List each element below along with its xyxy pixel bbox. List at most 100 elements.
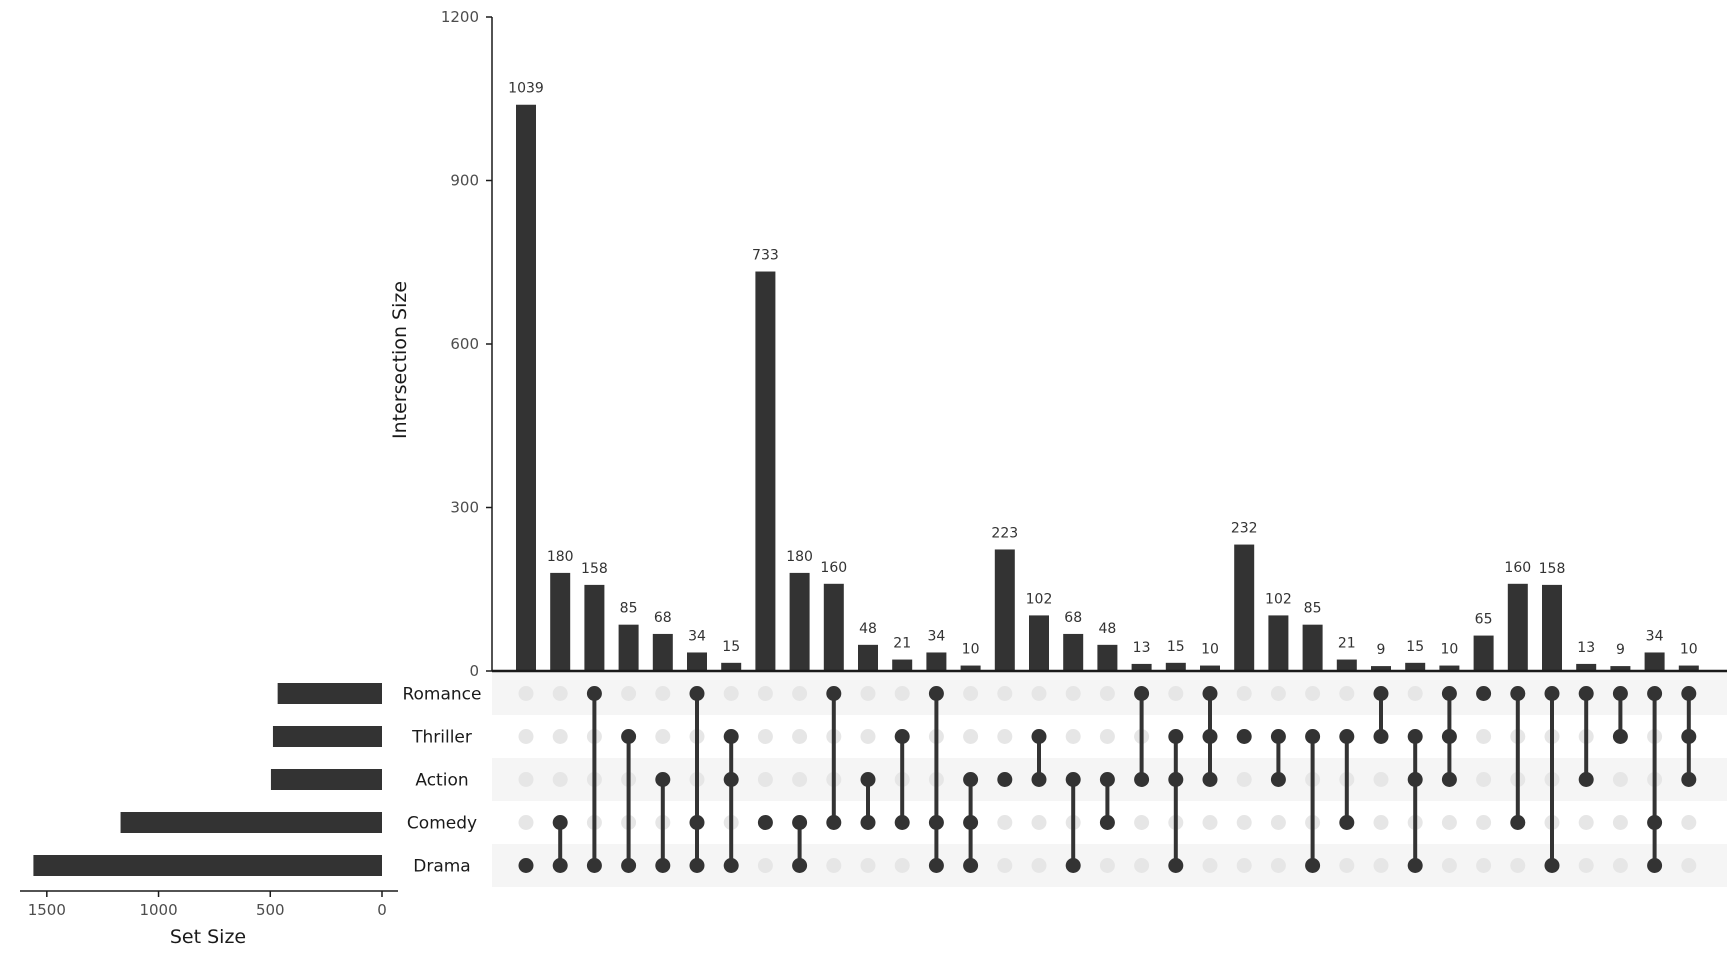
matrix-dot-inactive [1681, 858, 1697, 873]
matrix-dot-active [1407, 729, 1423, 744]
matrix-dot-active [1270, 772, 1286, 787]
matrix-dot-inactive [1305, 686, 1321, 701]
matrix-dot-active [792, 858, 808, 873]
intersection-bar-label: 34 [1646, 628, 1664, 644]
matrix-dot-active [586, 686, 602, 701]
set-labels: Romance Thriller Action Comedy Drama [402, 685, 481, 877]
intersection-bar-label: 158 [1539, 561, 1566, 577]
matrix-dot-active [894, 815, 910, 830]
intersection-bar-label: 21 [893, 636, 911, 652]
intersection-bar-label: 34 [927, 628, 945, 644]
matrix-dot-inactive [518, 772, 534, 787]
intersection-size-axis: 0 300 600 900 1200 [441, 8, 1727, 680]
intersection-bar [1097, 644, 1118, 671]
matrix-dot-active [1510, 686, 1526, 701]
intersection-bar [1268, 615, 1289, 671]
matrix-dot-inactive [894, 858, 910, 873]
intersection-bar [1336, 659, 1357, 671]
matrix-dot-active [1612, 729, 1628, 744]
matrix-dot-active [1441, 686, 1457, 701]
intersection-bar [687, 652, 707, 671]
y-tick-label: 900 [450, 172, 479, 190]
matrix-dot-active [1168, 858, 1184, 873]
matrix-dot-inactive [1031, 686, 1047, 701]
intersection-bar [1576, 663, 1597, 671]
matrix-dot-active [1578, 772, 1594, 787]
intersection-bar [823, 583, 844, 671]
matrix-dot-active [1510, 815, 1526, 830]
set-size-bar [33, 855, 382, 876]
intersection-bar [1029, 615, 1049, 671]
set-size-axis-title: Set Size [170, 926, 246, 948]
matrix-dot-active [1612, 686, 1628, 701]
matrix-dot-inactive [1578, 858, 1594, 873]
matrix-dot-active [1236, 729, 1252, 744]
matrix-dot-inactive [1236, 686, 1252, 701]
matrix-dot-active [792, 815, 808, 830]
matrix-dot-active [826, 815, 842, 830]
set-size-tick-label: 0 [377, 901, 387, 919]
matrix-dot-active [1339, 815, 1355, 830]
intersection-bar [926, 652, 947, 671]
y-tick-label: 300 [450, 499, 479, 517]
set-size-bar [277, 683, 382, 704]
matrix-dot-active [1407, 858, 1423, 873]
intersection-bar-label: 1039 [508, 81, 544, 97]
matrix-dot-inactive [1612, 858, 1628, 873]
intersection-bar [755, 271, 776, 671]
matrix-dot-inactive [723, 686, 739, 701]
matrix-dot-inactive [963, 729, 979, 744]
y-tick-label: 600 [450, 335, 479, 353]
intersection-bar-label: 15 [1167, 639, 1185, 655]
matrix-dot-active [1373, 686, 1389, 701]
set-label: Thriller [411, 728, 472, 748]
matrix-dot-active [1373, 729, 1389, 744]
matrix-dot-inactive [1065, 686, 1081, 701]
matrix-dot-inactive [1373, 858, 1389, 873]
matrix-dot-inactive [1441, 858, 1457, 873]
matrix-dot-inactive [757, 772, 773, 787]
matrix-dot-active [1065, 858, 1081, 873]
matrix-dot-active [1202, 729, 1218, 744]
matrix-dot-inactive [997, 686, 1013, 701]
intersection-bar-label: 13 [1133, 640, 1151, 656]
intersection-bar [1473, 635, 1494, 671]
intersection-bar-label: 158 [581, 561, 608, 577]
set-size-tick-label: 1500 [28, 901, 66, 919]
matrix-dot-active [1099, 815, 1115, 830]
matrix-dot-inactive [1441, 815, 1457, 830]
intersection-bar-label: 65 [1475, 612, 1493, 628]
set-size-bars [33, 683, 383, 876]
matrix-dot-inactive [1339, 686, 1355, 701]
matrix-dot-active [655, 858, 671, 873]
intersection-bar [1371, 666, 1391, 671]
matrix-dot-active [1305, 729, 1321, 744]
matrix-dot-inactive [1373, 815, 1389, 830]
matrix-dot-inactive [1681, 815, 1697, 830]
matrix-dot-inactive [860, 858, 876, 873]
matrix-dot-inactive [552, 729, 568, 744]
matrix-dot-active [552, 858, 568, 873]
matrix-dot-inactive [1202, 815, 1218, 830]
matrix-dot-inactive [1407, 686, 1423, 701]
intersection-bar [1678, 665, 1699, 671]
intersection-bar [584, 584, 605, 671]
matrix-dot-inactive [518, 686, 534, 701]
matrix-dot-active [1202, 686, 1218, 701]
matrix-dot-active [1407, 772, 1423, 787]
matrix-dot-inactive [1236, 772, 1252, 787]
matrix-dot-active [1647, 815, 1663, 830]
matrix-dot-inactive [997, 815, 1013, 830]
set-label: Drama [413, 857, 470, 877]
intersection-bar [721, 662, 742, 671]
intersection-bar-label: 9 [1616, 642, 1625, 658]
intersection-bar [1234, 544, 1255, 671]
set-size-tick-label: 500 [256, 901, 285, 919]
matrix-dot-active [963, 772, 979, 787]
matrix-dot-inactive [1031, 815, 1047, 830]
matrix-dot-active [963, 858, 979, 873]
set-label: Comedy [407, 814, 477, 834]
set-size-axis: 1500 1000 500 0 [20, 890, 398, 919]
intersection-bar-label: 9 [1377, 642, 1386, 658]
intersection-bar-labels: 1039 180 158 85 68 34 15 733 180 160 48 21 34 10 223 10… [508, 81, 1698, 658]
